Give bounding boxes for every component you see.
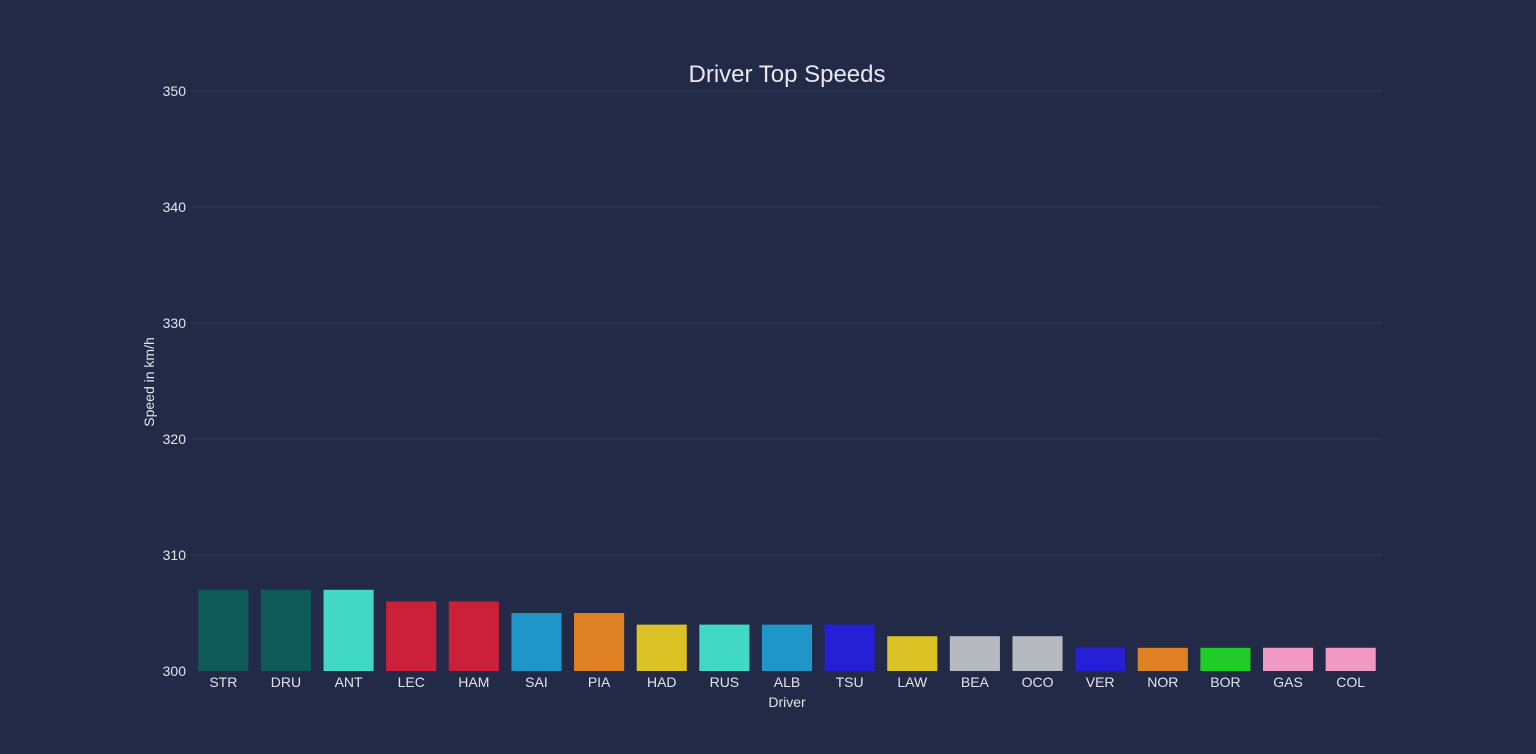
bar-ham[interactable] xyxy=(448,601,499,671)
bar-rus[interactable] xyxy=(699,624,750,671)
y-tick-label: 300 xyxy=(163,663,187,679)
bar-sai[interactable] xyxy=(511,613,562,671)
x-tick-label: OCO xyxy=(1022,674,1054,690)
x-tick-labels: STR DRU ANT LEC HAM SAI PIA HAD RUS ALB TSU LAW BEA O… xyxy=(209,674,1365,690)
bar-nor[interactable] xyxy=(1137,647,1188,671)
bar-ver[interactable] xyxy=(1075,647,1126,671)
bar-law[interactable] xyxy=(887,636,938,671)
bar-oco[interactable] xyxy=(1012,636,1063,671)
x-axis-label: Driver xyxy=(768,694,806,710)
x-tick-label: DRU xyxy=(271,674,301,690)
x-tick-label: HAD xyxy=(647,674,677,690)
x-tick-label: TSU xyxy=(836,674,864,690)
y-tick-labels: 300 310 320 330 340 350 xyxy=(163,83,187,679)
bars xyxy=(198,589,1376,671)
chart-title: Driver Top Speeds xyxy=(689,61,886,88)
x-tick-label: NOR xyxy=(1147,674,1178,690)
bar-lec[interactable] xyxy=(386,601,437,671)
y-tick-label: 340 xyxy=(163,199,187,215)
y-tick-label: 320 xyxy=(163,431,187,447)
x-tick-label: COL xyxy=(1336,674,1365,690)
bar-pia[interactable] xyxy=(574,613,625,671)
x-tick-label: RUS xyxy=(710,674,740,690)
bar-tsu[interactable] xyxy=(824,624,875,671)
x-tick-label: GAS xyxy=(1273,674,1303,690)
bar-str[interactable] xyxy=(198,589,249,671)
x-tick-label: STR xyxy=(209,674,237,690)
x-tick-label: LEC xyxy=(398,674,425,690)
bar-had[interactable] xyxy=(636,624,687,671)
bar-gas[interactable] xyxy=(1263,647,1314,671)
bar-ant[interactable] xyxy=(323,589,374,671)
x-tick-label: ANT xyxy=(335,674,363,690)
y-tick-label: 330 xyxy=(163,315,187,331)
bar-dru[interactable] xyxy=(260,589,311,671)
x-tick-label: HAM xyxy=(458,674,489,690)
x-tick-label: BOR xyxy=(1210,674,1240,690)
bar-col[interactable] xyxy=(1325,647,1376,671)
bar-alb[interactable] xyxy=(761,624,813,671)
bar-bea[interactable] xyxy=(949,636,1000,671)
x-tick-label: PIA xyxy=(588,674,611,690)
y-axis-label: Speed in km/h xyxy=(141,337,157,427)
y-tick-label: 350 xyxy=(163,83,187,99)
gridlines xyxy=(192,90,1382,556)
y-tick-label: 310 xyxy=(163,547,187,563)
x-tick-label: ALB xyxy=(774,674,800,690)
x-tick-label: BEA xyxy=(961,674,990,690)
x-tick-label: SAI xyxy=(525,674,548,690)
x-tick-label: LAW xyxy=(897,674,928,690)
bar-bor[interactable] xyxy=(1200,647,1251,671)
x-tick-label: VER xyxy=(1086,674,1115,690)
